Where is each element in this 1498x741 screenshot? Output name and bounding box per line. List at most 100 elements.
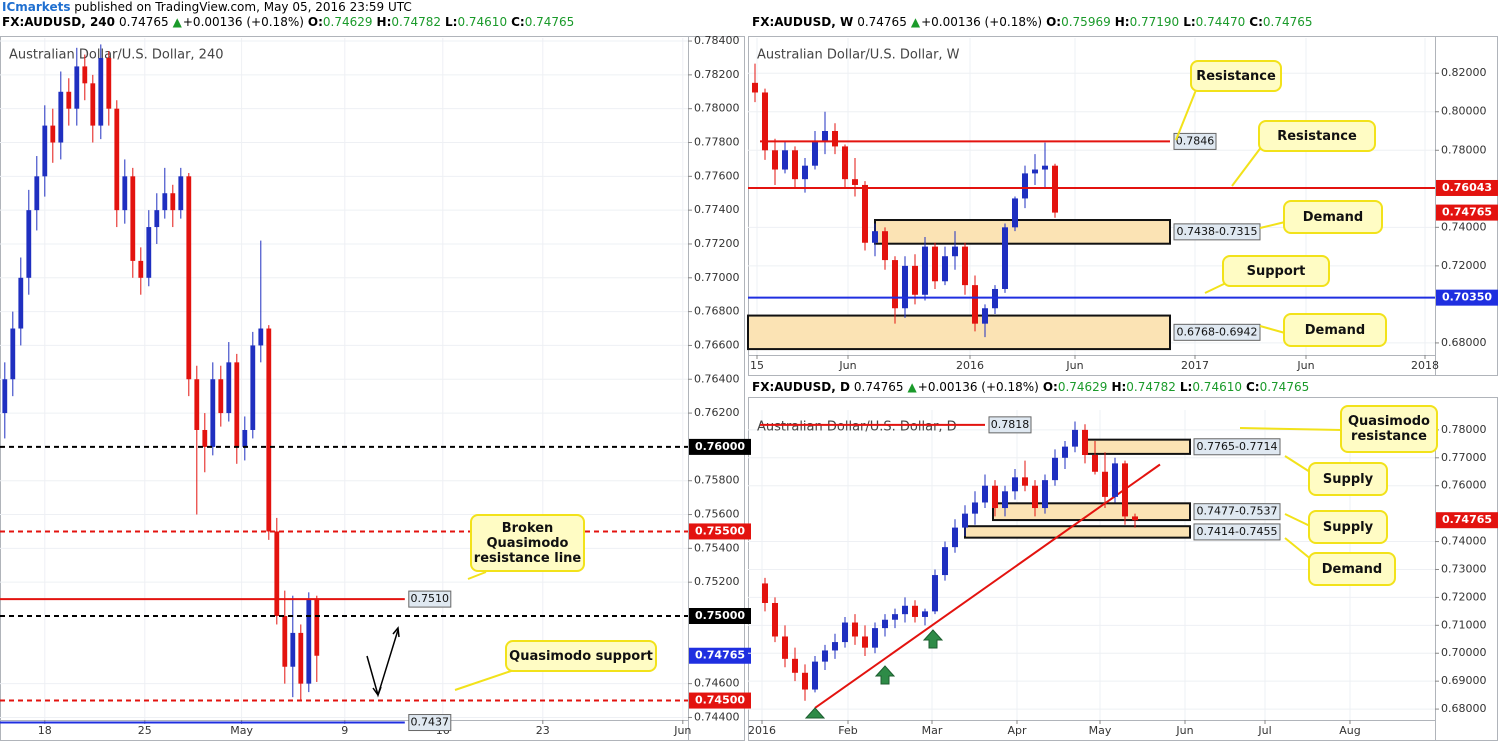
x-tick-label: 23 (536, 724, 550, 737)
y-tick-label: 0.76600 (694, 338, 740, 351)
candle-body (982, 308, 988, 324)
ohlc-value: 0.74470 (1195, 15, 1246, 29)
candle-body (1062, 446, 1068, 458)
candle-body (1042, 480, 1048, 509)
change-arrow: ▲ (910, 15, 921, 29)
candle-body (972, 502, 978, 514)
zone-label-box (1193, 523, 1281, 541)
publisher: ICmarkets published on TradingView.com, … (2, 0, 412, 14)
candle-body (862, 636, 868, 648)
y-tick-label: 0.72000 (1441, 259, 1487, 272)
ohlc-label: H: (1111, 380, 1127, 394)
last-price: 0.74765 (853, 380, 904, 394)
candle-body (1012, 477, 1018, 492)
zone-label: 0.7414-0.7455 (1197, 525, 1278, 538)
annotation-pointer (467, 571, 487, 580)
zone-label: 0.7765-0.7714 (1197, 440, 1278, 453)
level-label: 0.7510 (411, 592, 450, 605)
zone-label-box (1173, 223, 1261, 241)
level-label-box (408, 714, 452, 732)
x-tick-label: May (1089, 724, 1112, 737)
candle-body (130, 176, 136, 261)
candle-body (892, 260, 898, 309)
change: +0.00136 (+0.18%) (182, 15, 304, 29)
y-tick-label: 0.77600 (694, 169, 740, 182)
x-tick-label: Jun (1065, 359, 1083, 372)
candle-body (772, 150, 778, 170)
candle-body (842, 146, 848, 180)
y-tick-label: 0.78000 (1441, 143, 1487, 156)
candle-body (298, 632, 304, 684)
candle-body (258, 328, 264, 346)
candle-body (1002, 227, 1008, 289)
candle-body (2, 379, 8, 414)
quote-header: FX:AUDUSD, 240 0.74765 ▲+0.00136 (+0.18%) O… (2, 15, 578, 29)
change-arrow: ▲ (172, 15, 182, 29)
annotation: Demand (1283, 313, 1387, 347)
price-tag-label: 0.75000 (695, 609, 745, 622)
candle-body (922, 246, 928, 295)
candle-body (812, 661, 818, 690)
y-tick-label: 0.68000 (1441, 336, 1487, 349)
chart-title: Australian Dollar/U.S. Dollar, W (757, 48, 960, 63)
marker (804, 707, 826, 719)
annotation: Supply (1308, 462, 1388, 496)
ohlc-value: 0.74629 (1057, 380, 1108, 394)
candle-body (1052, 457, 1058, 481)
candle-body (1072, 429, 1078, 447)
annotation: Support (1222, 255, 1330, 287)
x-tick-label: 2018 (1411, 359, 1439, 372)
x-tick-label: 9 (341, 724, 348, 737)
candle-body (90, 83, 96, 126)
zone (1084, 438, 1191, 455)
candle-body (178, 176, 184, 211)
marker (874, 665, 896, 685)
x-tick-label: Jun (1296, 359, 1314, 372)
candle-body (274, 531, 280, 617)
level-label-box (1173, 132, 1217, 150)
price-tag-label: 0.74765 (695, 649, 745, 662)
candle-body (1102, 471, 1108, 497)
publish-info: published on TradingView.com, May 05, 20… (74, 0, 412, 14)
candle-body (832, 131, 838, 147)
annotation: Demand (1283, 200, 1383, 234)
symbol: FX:AUDUSD, W (752, 15, 854, 29)
annotation: Supply (1308, 510, 1388, 544)
y-tick-label: 0.76000 (1441, 479, 1487, 492)
candle-body (812, 140, 818, 166)
ohlc-label: L: (1183, 15, 1196, 29)
candle-body (922, 611, 928, 617)
candle-body (1012, 198, 1018, 228)
x-tick-label: Mar (922, 724, 943, 737)
marker (922, 629, 944, 649)
change: +0.00136 (+0.18%) (917, 380, 1039, 394)
candle-body (912, 265, 918, 295)
x-tick-label: Jun (673, 724, 691, 737)
candle-body (942, 547, 948, 576)
zone-label-box (1173, 323, 1261, 341)
candle-body (1082, 429, 1088, 456)
zone-label-box (1193, 438, 1281, 456)
trendline (814, 463, 1161, 709)
change: +0.00136 (+0.18%) (921, 15, 1043, 29)
y-tick-label: 0.75200 (694, 575, 740, 588)
candle-body (202, 429, 208, 447)
x-tick-label: 25 (138, 724, 152, 737)
ohlc-value: 0.77190 (1129, 15, 1180, 29)
zone-label: 0.6768-0.6942 (1177, 325, 1258, 338)
candle-body (1042, 165, 1048, 170)
price-tag-label: 0.76043 (1442, 181, 1492, 194)
annotation-pointer (1259, 221, 1286, 229)
price-tag (1436, 179, 1498, 196)
ohlc-value: 0.74765 (524, 15, 575, 29)
ohlc-value: 0.74765 (1262, 15, 1313, 29)
x-tick-label: 2017 (1181, 359, 1209, 372)
candle-body (242, 429, 248, 447)
candle-body (1002, 491, 1008, 509)
ohlc-label: O: (307, 15, 323, 29)
price-tag-label: 0.74765 (1442, 206, 1492, 219)
candle-body (18, 277, 24, 329)
candle-body (882, 619, 888, 629)
annotation-pointer (1284, 537, 1313, 561)
candle-body (186, 176, 192, 380)
